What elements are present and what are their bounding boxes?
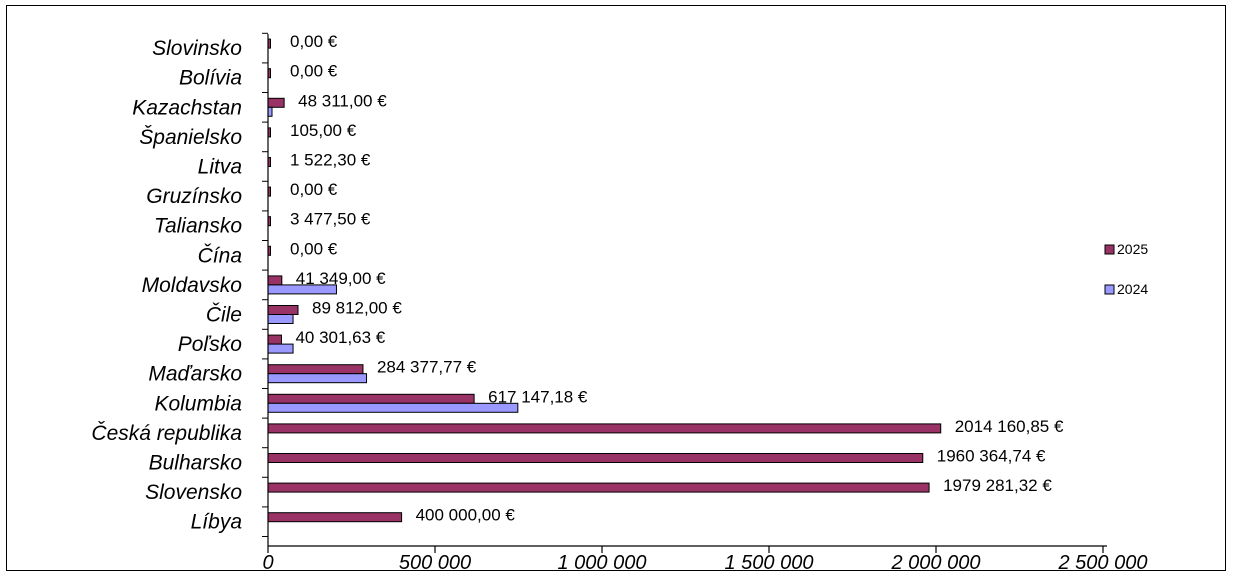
- x-tick-label: 1 500 000: [725, 552, 814, 572]
- bar-2025-ma-arsko: [267, 364, 364, 375]
- data-label-litva: 1 522,30 €: [290, 151, 371, 170]
- data-label-bulharsko: 1960 364,74 €: [937, 447, 1046, 466]
- bar-2025-bulharsko: [267, 453, 924, 463]
- category-label-kolumbia: Kolumbia: [154, 392, 242, 415]
- x-tick-label: 1 000 000: [558, 552, 647, 572]
- bars-layer: [267, 38, 942, 523]
- x-tick-labels: 0 500 000 1 000 000 1 500 000 2 000 000 2 500…: [262, 552, 1147, 572]
- bar-2025-moldavsko: [267, 275, 283, 286]
- data-label-slovinsko: 0,00 €: [290, 32, 338, 51]
- bar-2025--ile: [267, 305, 299, 315]
- category-label-slovensko: Slovensko: [145, 481, 242, 504]
- legend-swatch-2025: [1104, 244, 1115, 255]
- bar-2025-l-bya: [267, 512, 403, 523]
- bar-chart: Slovinsko Bolívia Kazachstan Španielsko Litv…: [91, 32, 1148, 572]
- bar-2024-ma-arsko: [267, 373, 368, 384]
- legend-label-2024: 2024: [1117, 281, 1148, 297]
- category-label-l-bya: Líbya: [191, 511, 242, 534]
- category-label-kazachstan: Kazachstan: [132, 96, 242, 119]
- category-labels: Slovinsko Bolívia Kazachstan Španielsko Litv…: [91, 37, 242, 534]
- data-label--na: 0,00 €: [290, 239, 338, 258]
- bar-2024-po-sko: [267, 343, 294, 354]
- bar-2025-slovensko: [267, 482, 930, 493]
- bar-2024-kazachstan: [267, 106, 273, 117]
- data-label-l-bya: 400 000,00 €: [416, 506, 516, 525]
- bar-2025-po-sko: [267, 334, 282, 345]
- data-label-po-sko: 40 301,63 €: [295, 328, 385, 347]
- data-label-bol-via: 0,00 €: [290, 62, 338, 81]
- category-label-po-sko: Poľsko: [178, 333, 243, 356]
- x-tick-label: 2 000 000: [891, 552, 981, 572]
- legend-label-2025: 2025: [1117, 241, 1148, 257]
- data-label-taliansko: 3 477,50 €: [290, 210, 371, 229]
- x-tick-label: 0: [262, 552, 273, 572]
- category-label-slovinsko: Slovinsko: [152, 37, 242, 60]
- data-label--esk-republika: 2014 160,85 €: [955, 417, 1064, 436]
- category-label-bulharsko: Bulharsko: [149, 452, 243, 475]
- category-label-ma-arsko: Maďarsko: [148, 363, 242, 386]
- data-label-moldavsko: 41 349,00 €: [296, 269, 386, 288]
- bar-2025-kolumbia: [267, 393, 475, 404]
- category-label-taliansko: Taliansko: [154, 215, 242, 238]
- x-tick-label: 2 500 000: [1058, 552, 1148, 572]
- category-label--panielsko: Španielsko: [139, 126, 242, 149]
- data-label-ma-arsko: 284 377,77 €: [377, 358, 477, 377]
- category-label-moldavsko: Moldavsko: [142, 274, 243, 297]
- axes-layer: [262, 32, 1107, 553]
- data-label-kazachstan: 48 311,00 €: [298, 91, 387, 110]
- data-label-gruz-nsko: 0,00 €: [290, 180, 338, 199]
- chart-frame: Slovinsko Bolívia Kazachstan Španielsko Litv…: [6, 5, 1226, 572]
- x-tick-label: 500 000: [399, 552, 471, 572]
- legend: 2025 2024: [1104, 241, 1148, 297]
- category-label--esk-republika: Česká republika: [91, 422, 242, 445]
- bar-2024-kolumbia: [267, 402, 519, 413]
- category-label-litva: Litva: [198, 156, 242, 179]
- category-label-bol-via: Bolívia: [179, 67, 242, 90]
- data-label--ile: 89 812,00 €: [312, 299, 402, 318]
- legend-swatch-2024: [1104, 284, 1115, 295]
- category-label--na: Čína: [198, 244, 242, 267]
- data-labels: 0,00 € 0,00 € 48 311,00 € 105,00 € 1 522,30 …: [290, 32, 1064, 525]
- category-label--ile: Čile: [206, 304, 242, 327]
- category-label-gruz-nsko: Gruzínsko: [146, 185, 242, 208]
- bar-2024--ile: [267, 314, 294, 324]
- data-label-kolumbia: 617 147,18 €: [488, 387, 588, 406]
- data-label--panielsko: 105,00 €: [290, 121, 357, 140]
- bar-2025-kazachstan: [267, 97, 285, 108]
- data-label-slovensko: 1979 281,32 €: [943, 476, 1052, 495]
- bar-2025--esk-republika: [267, 423, 942, 434]
